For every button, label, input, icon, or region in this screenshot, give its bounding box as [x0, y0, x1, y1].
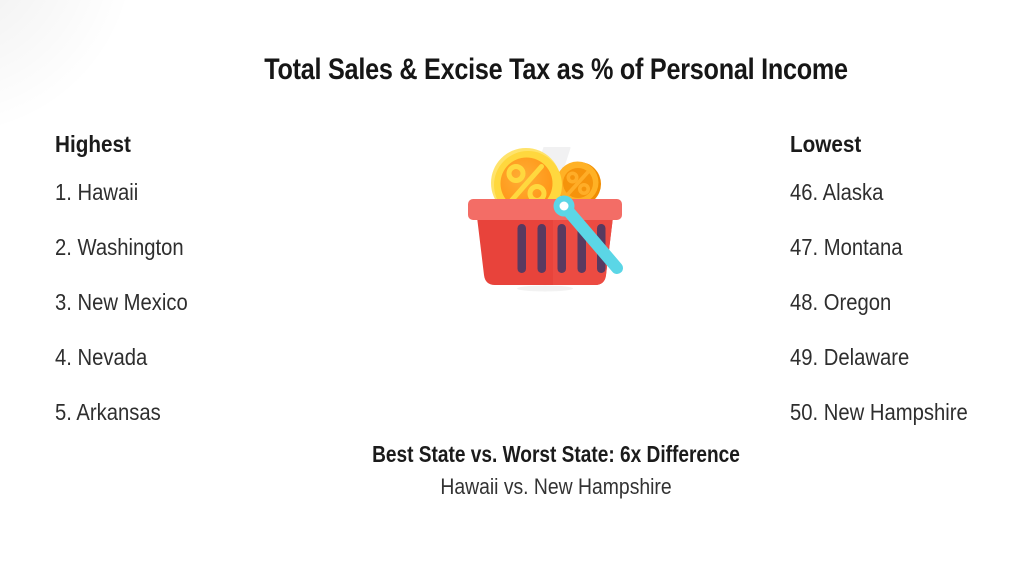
comparison-headline: Best State vs. Worst State: 6x Differenc… [372, 441, 740, 467]
lowest-header: Lowest [790, 131, 862, 157]
page-title: Total Sales & Excise Tax as % of Persona… [264, 53, 848, 86]
rank-item-3: 3. New Mexico [55, 289, 188, 315]
rank-item-49: 49. Delaware [790, 344, 910, 370]
rank-item-47: 47. Montana [790, 234, 903, 260]
rank-item-50: 50. New Hampshire [790, 399, 968, 425]
rank-item-46: 46. Alaska [790, 179, 884, 205]
comparison-subline: Hawaii vs. New Hampshire [440, 474, 672, 499]
rank-item-2: 2. Washington [55, 234, 184, 260]
rank-item-48: 48. Oregon [790, 289, 892, 315]
shopping-basket-with-percent-coins-icon [465, 138, 625, 293]
rank-item-4: 4. Nevada [55, 344, 148, 370]
rank-item-1: 1. Hawaii [55, 179, 139, 205]
basket-icon [468, 195, 623, 292]
highest-header: Highest [55, 131, 131, 157]
percent-coin-small-icon [556, 161, 601, 206]
rank-item-5: 5. Arkansas [55, 399, 161, 425]
basket-handle-icon [553, 195, 623, 274]
